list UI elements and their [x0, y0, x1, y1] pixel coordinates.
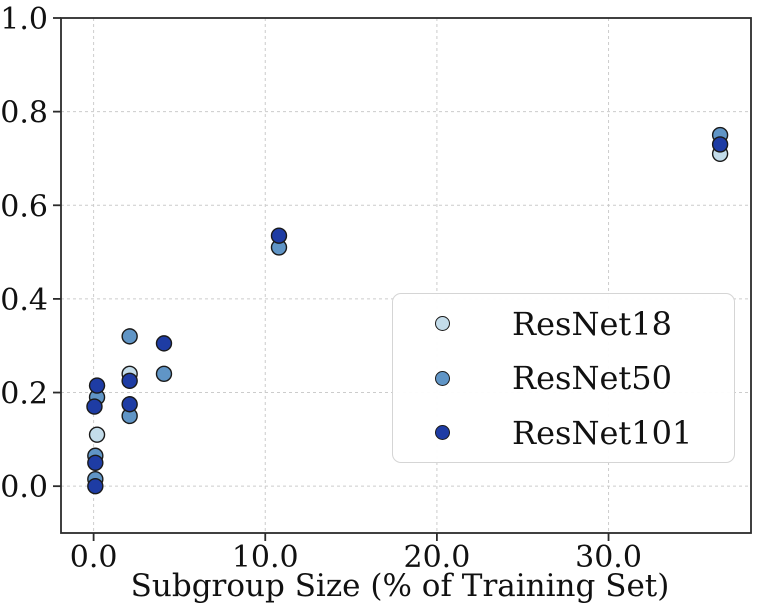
legend-label: ResNet50 — [512, 359, 672, 397]
legend-marker-icon — [435, 370, 450, 386]
data-point-resnet50 — [121, 328, 138, 345]
data-point-resnet101 — [711, 136, 729, 153]
x-tick-label: 10.0 — [232, 540, 299, 575]
x-tick-label: 20.0 — [403, 540, 470, 575]
y-tick-label: 0.0 — [0, 470, 48, 505]
y-tick-label: 0.2 — [0, 377, 48, 412]
data-point-resnet18 — [88, 426, 106, 443]
axes-frame — [60, 17, 752, 534]
legend: ResNet18 ResNet50 ResNet101 — [392, 293, 735, 463]
legend-entry-resnet18: ResNet18 — [393, 297, 734, 351]
y-tick-label: 0.8 — [0, 96, 48, 131]
data-point-resnet101 — [87, 477, 104, 495]
data-point-resnet50 — [155, 365, 173, 383]
x-axis-label: Subgroup Size (% of Training Set) — [131, 568, 670, 604]
y-tick-label: 0.4 — [0, 283, 48, 318]
legend-marker-icon — [435, 425, 450, 440]
plot-frame — [60, 17, 752, 534]
data-point-resnet101 — [86, 398, 103, 415]
legend-label: ResNet18 — [512, 304, 672, 343]
y-tick-label: 0.6 — [0, 189, 48, 224]
data-point-resnet101 — [87, 454, 104, 471]
y-tick-label: 1.0 — [0, 2, 48, 37]
x-tick-label: 30.0 — [575, 540, 642, 575]
legend-label: ResNet101 — [512, 413, 693, 452]
data-point-resnet101 — [270, 227, 288, 244]
data-point-resnet101 — [121, 396, 138, 413]
axis-ticks — [53, 17, 610, 541]
data-point-resnet101 — [155, 335, 173, 352]
scatter-points — [86, 126, 729, 495]
data-point-resnet101 — [88, 377, 106, 394]
legend-entry-resnet50: ResNet50 — [393, 351, 734, 405]
legend-entry-resnet101: ResNet101 — [393, 406, 734, 460]
data-point-resnet101 — [121, 372, 138, 390]
x-tick-label: 0.0 — [70, 540, 118, 575]
legend-marker-icon — [435, 316, 450, 331]
tick-labels: 0.0 10.0 20.0 30.0 0.0 0.2 0.4 0.6 0.8 1.0 — [0, 2, 642, 575]
